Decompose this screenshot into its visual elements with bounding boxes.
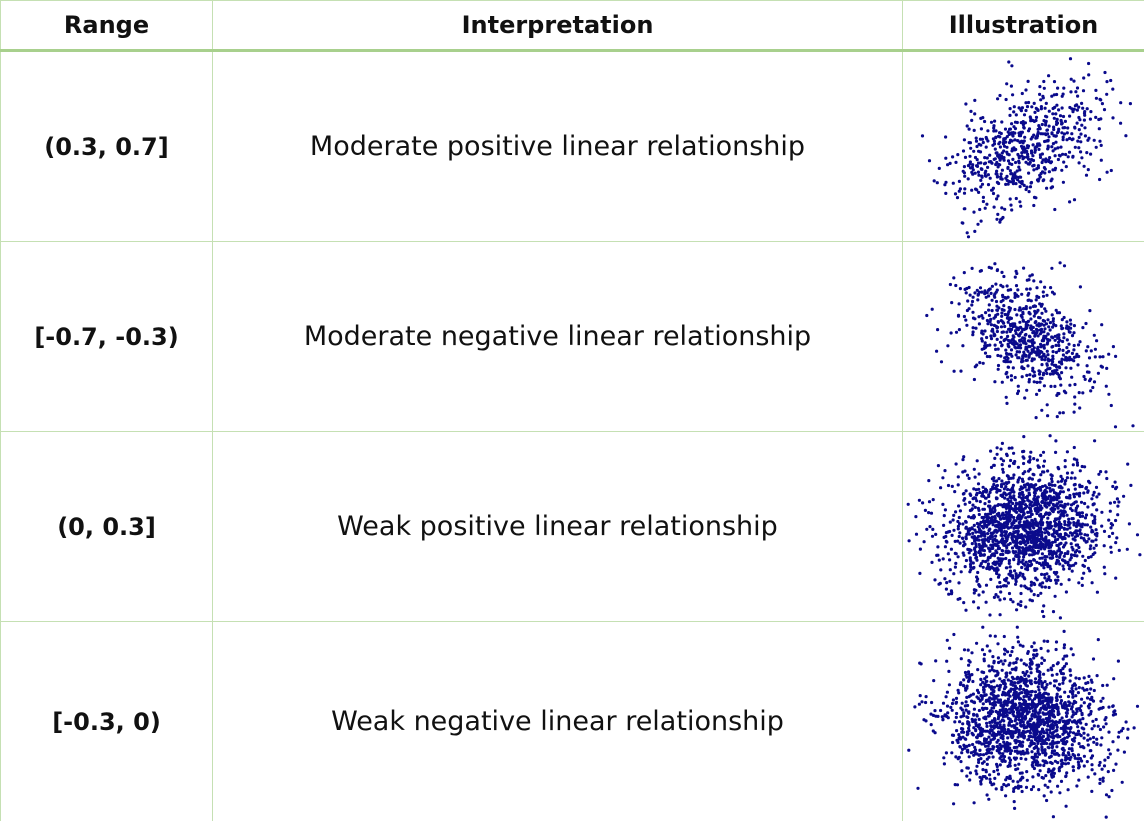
range-cell: [-0.7, -0.3) [0,241,213,432]
table-row: [-0.3, 0) Weak negative linear relationsh… [0,621,1144,821]
scatter-illustration [920,57,1132,239]
scatter-dots [920,57,1132,239]
header-cell: Range [0,0,213,52]
interpretation-cell: Moderate positive linear relationship [212,50,903,242]
range-cell: [-0.3, 0) [0,621,213,821]
illustration-cell [902,50,1144,242]
interpretation-cell: Weak negative linear relationship [212,621,903,821]
header-cell: Interpretation [212,0,903,52]
table-row: [-0.7, -0.3) Moderate negative linear rel… [0,241,1144,432]
scatter-dots [906,625,1139,819]
illustration-cell [902,621,1144,821]
table-body: (0.3, 0.7] Moderate positive linear relat… [0,50,1144,821]
scatter-dots [906,434,1141,620]
interpretation-cell: Weak positive linear relationship [212,431,903,622]
header-row: Range Interpretation Illustration [0,0,1144,52]
range-cell: (0.3, 0.7] [0,50,213,242]
scatter-illustration [924,261,1135,429]
scatter-illustration [906,434,1141,620]
interpretation-cell: Moderate negative linear relationship [212,241,903,432]
table-row: (0, 0.3] Weak positive linear relationshi… [0,431,1144,622]
illustration-cell [902,241,1144,432]
header-cell: Illustration [902,0,1144,52]
scatter-dots [924,261,1135,429]
scatter-illustration [906,625,1139,819]
range-cell: (0, 0.3] [0,431,213,622]
illustration-cell [902,431,1144,622]
table-row: (0.3, 0.7] Moderate positive linear relat… [0,50,1144,242]
